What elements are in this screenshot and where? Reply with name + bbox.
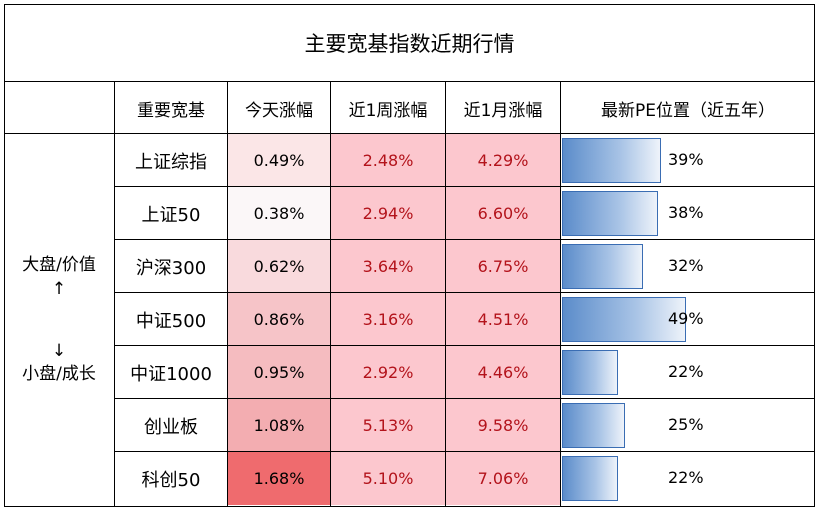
up-arrow-icon: ↑ bbox=[51, 278, 67, 299]
week-change: 5.13% bbox=[331, 399, 445, 452]
pe-percent: 32% bbox=[668, 256, 704, 275]
pe-bar bbox=[562, 191, 658, 236]
grid-line bbox=[330, 81, 331, 507]
index-name: 上证50 bbox=[141, 204, 201, 226]
today-change: 0.49% bbox=[228, 134, 330, 187]
table-title: 主要宽基指数近期行情 bbox=[304, 31, 515, 56]
grid-line bbox=[445, 81, 446, 507]
today-change: 0.62% bbox=[228, 240, 330, 293]
pe-bar bbox=[562, 297, 686, 342]
today-change: 1.68% bbox=[228, 452, 330, 505]
month-change: 9.58% bbox=[446, 399, 560, 452]
pe-bar bbox=[562, 138, 661, 183]
header-index: 重要宽基 bbox=[137, 100, 205, 121]
grid-line bbox=[560, 81, 561, 507]
grid-line bbox=[814, 4, 815, 507]
header-today: 今天涨幅 bbox=[245, 100, 313, 121]
header-month: 近1月涨幅 bbox=[463, 100, 543, 121]
header-pe: 最新PE位置（近五年） bbox=[601, 100, 775, 121]
grid-line bbox=[227, 81, 228, 507]
index-name: 科创50 bbox=[141, 469, 201, 491]
index-name: 中证1000 bbox=[130, 363, 212, 385]
pe-percent: 25% bbox=[668, 415, 704, 434]
grid-line bbox=[4, 4, 5, 507]
week-change: 3.64% bbox=[331, 240, 445, 293]
pe-bar bbox=[562, 244, 643, 289]
month-change: 4.51% bbox=[446, 293, 560, 346]
grid-line bbox=[4, 4, 815, 5]
today-change: 0.86% bbox=[228, 293, 330, 346]
today-change: 0.95% bbox=[228, 346, 330, 399]
pe-bar bbox=[562, 456, 618, 501]
week-change: 2.92% bbox=[331, 346, 445, 399]
side-label-bottom: 小盘/成长 bbox=[22, 364, 96, 385]
grid-line bbox=[114, 239, 815, 240]
week-change: 2.94% bbox=[331, 187, 445, 240]
index-name: 中证500 bbox=[135, 310, 207, 332]
month-change: 6.75% bbox=[446, 240, 560, 293]
grid-line bbox=[114, 345, 815, 346]
pe-percent: 39% bbox=[668, 150, 704, 169]
week-change: 5.10% bbox=[331, 452, 445, 505]
index-name: 沪深300 bbox=[135, 257, 207, 279]
month-change: 4.46% bbox=[446, 346, 560, 399]
pe-percent: 22% bbox=[668, 468, 704, 487]
grid-line bbox=[4, 133, 815, 134]
grid-line bbox=[114, 398, 815, 399]
pe-percent: 22% bbox=[668, 362, 704, 381]
side-label: 大盘/价值 ↑ ↓ 小盘/成长 bbox=[4, 134, 114, 507]
week-change: 2.48% bbox=[331, 134, 445, 187]
grid-line bbox=[4, 81, 815, 82]
month-change: 6.60% bbox=[446, 187, 560, 240]
month-change: 4.29% bbox=[446, 134, 560, 187]
index-name: 创业板 bbox=[144, 416, 198, 438]
today-change: 1.08% bbox=[228, 399, 330, 452]
grid-line bbox=[114, 81, 115, 507]
header-week: 近1周涨幅 bbox=[348, 100, 428, 121]
month-change: 7.06% bbox=[446, 452, 560, 505]
grid-line bbox=[114, 292, 815, 293]
pe-percent: 49% bbox=[668, 309, 704, 328]
today-change: 0.38% bbox=[228, 187, 330, 240]
side-label-top: 大盘/价值 bbox=[22, 254, 96, 275]
grid-line bbox=[114, 451, 815, 452]
pe-percent: 38% bbox=[668, 203, 704, 222]
down-arrow-icon: ↓ bbox=[51, 340, 67, 361]
grid-line bbox=[4, 506, 815, 507]
grid-line bbox=[114, 186, 815, 187]
index-name: 上证综指 bbox=[135, 151, 207, 173]
week-change: 3.16% bbox=[331, 293, 445, 346]
pe-bar bbox=[562, 350, 618, 395]
pe-bar bbox=[562, 403, 625, 448]
